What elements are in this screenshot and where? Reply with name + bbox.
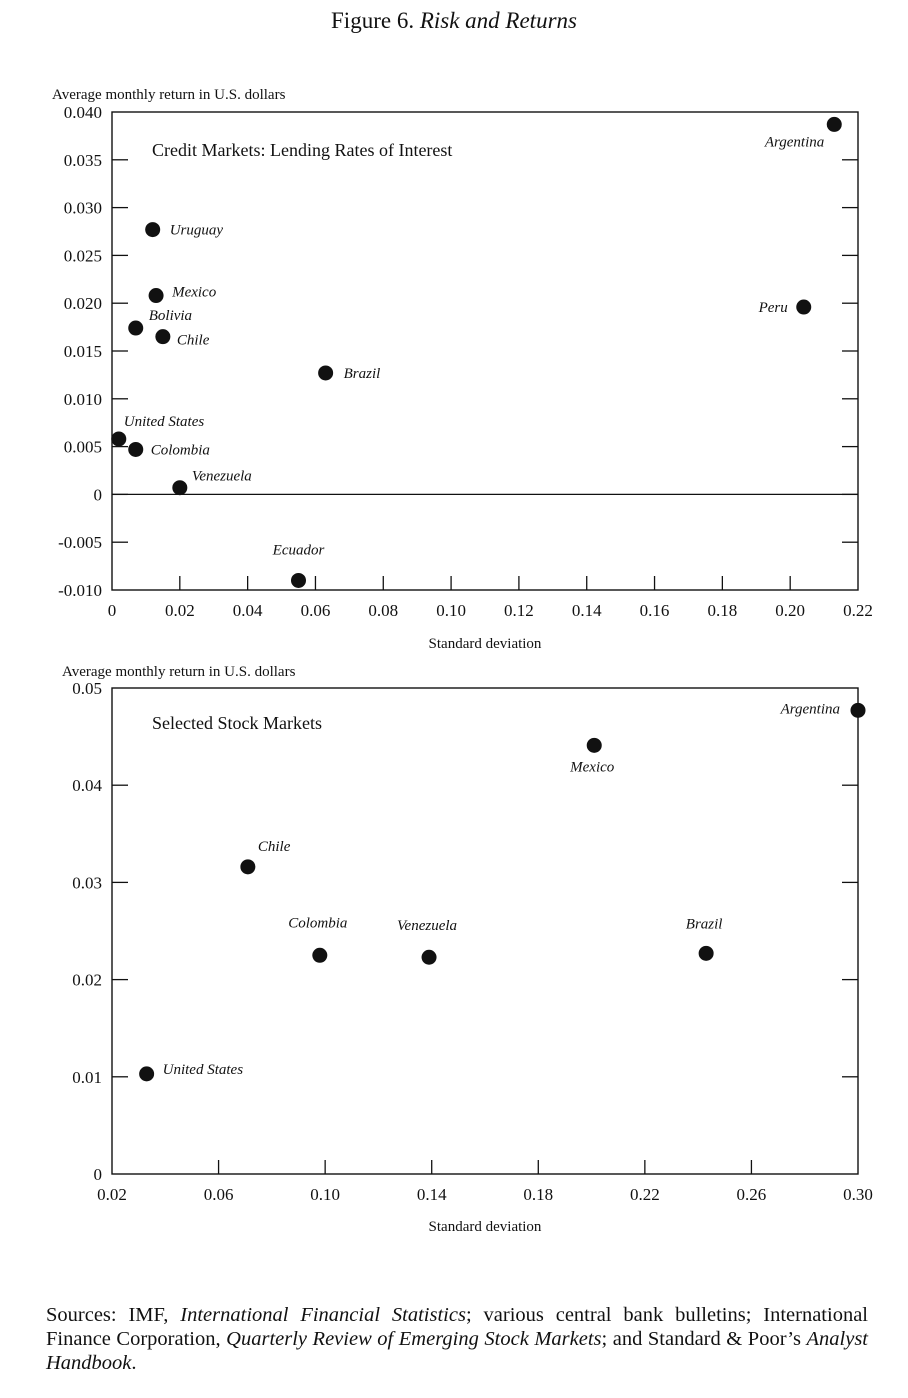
source-analyst-handbook: Analyst Handbook xyxy=(46,1328,868,1374)
point-label: United States xyxy=(163,1062,244,1078)
y-tick-label: 0.020 xyxy=(64,294,102,313)
x-tick-label: 0.22 xyxy=(843,601,873,620)
data-point xyxy=(139,1066,155,1082)
data-point xyxy=(318,365,334,381)
point-label: Brazil xyxy=(686,916,723,932)
x-tick-label: 0.16 xyxy=(640,601,670,620)
y-tick-label: 0.05 xyxy=(72,679,102,698)
y-tick-label: 0.04 xyxy=(72,776,102,795)
x-tick-label: 0.10 xyxy=(310,1185,340,1204)
point-label: Colombia xyxy=(151,442,210,458)
point-label: Chile xyxy=(177,333,210,349)
figure-title: Figure 6. Risk and Returns xyxy=(0,8,908,34)
point-label: Uruguay xyxy=(170,223,224,239)
data-point xyxy=(111,431,127,447)
data-point xyxy=(128,320,144,336)
data-point xyxy=(586,737,602,753)
point-label: Colombia xyxy=(288,915,347,931)
x-tick-label: 0.22 xyxy=(630,1185,660,1204)
stock-markets-chart: Average monthly return in U.S. dollars Se… xyxy=(62,664,873,1235)
x-axis-label: Standard deviation xyxy=(429,636,542,652)
point-label: Venezuela xyxy=(192,469,252,485)
point-label: United States xyxy=(124,414,205,430)
plot-frame xyxy=(111,111,859,591)
x-tick-label: 0 xyxy=(108,601,117,620)
y-tick-label: 0.03 xyxy=(72,873,102,892)
point-label: Bolivia xyxy=(149,308,192,324)
source-ifs: International Financial Statistics xyxy=(180,1304,466,1326)
y-tick-label: 0.010 xyxy=(64,390,102,409)
data-point xyxy=(128,441,144,457)
x-tick-label: 0.18 xyxy=(707,601,737,620)
figure-number: Figure 6. xyxy=(331,8,415,33)
data-point xyxy=(850,702,866,718)
y-tick-label: 0 xyxy=(94,485,103,504)
panel-title: Selected Stock Markets xyxy=(152,713,322,733)
x-tick-label: 0.06 xyxy=(301,601,331,620)
y-axis-label: Average monthly return in U.S. dollars xyxy=(62,664,296,680)
data-point xyxy=(240,859,256,875)
x-axis-label: Standard deviation xyxy=(429,1219,542,1235)
x-tick-label: 0.04 xyxy=(233,601,263,620)
data-point xyxy=(312,947,328,963)
point-label: Chile xyxy=(258,839,291,855)
source-quarterly-review: Quarterly Review of Emerging Stock Marke… xyxy=(226,1328,602,1350)
x-tick-label: 0.14 xyxy=(572,601,602,620)
y-tick-label: 0.025 xyxy=(64,246,102,265)
y-tick-label: 0 xyxy=(94,1165,103,1184)
x-tick-label: 0.08 xyxy=(368,601,398,620)
point-label: Argentina xyxy=(780,701,840,717)
y-tick-label: -0.005 xyxy=(58,533,102,552)
y-tick-label: 0.035 xyxy=(64,151,102,170)
y-tick-label: 0.030 xyxy=(64,199,102,218)
data-point xyxy=(148,288,164,304)
x-tick-label: 0.30 xyxy=(843,1185,873,1204)
data-point xyxy=(796,299,812,315)
data-point xyxy=(291,572,306,588)
point-label: Argentina xyxy=(764,134,824,150)
y-tick-label: 0.015 xyxy=(64,342,102,361)
point-label: Mexico xyxy=(569,759,615,775)
x-tick-label: 0.10 xyxy=(436,601,466,620)
x-tick-label: 0.26 xyxy=(737,1185,767,1204)
y-tick-label: 0.040 xyxy=(64,103,102,122)
data-point xyxy=(172,480,188,496)
sources-note: Sources: IMF, International Financial St… xyxy=(46,1304,868,1374)
credit-markets-chart: Average monthly return in U.S. dollars Cr… xyxy=(52,87,873,652)
y-tick-label: 0.01 xyxy=(72,1068,102,1087)
point-label: Venezuela xyxy=(397,918,457,934)
data-point xyxy=(826,116,842,132)
x-tick-label: 0.18 xyxy=(523,1185,553,1204)
point-label: Peru xyxy=(758,300,788,316)
y-tick-label: -0.010 xyxy=(58,581,102,600)
panel-title: Credit Markets: Lending Rates of Interes… xyxy=(152,140,452,160)
data-point xyxy=(421,949,437,965)
point-label: Mexico xyxy=(171,285,217,301)
data-point xyxy=(698,945,714,961)
data-point xyxy=(155,329,171,345)
x-tick-label: 0.20 xyxy=(775,601,805,620)
y-tick-label: 0.02 xyxy=(72,971,102,990)
x-tick-label: 0.02 xyxy=(165,601,195,620)
plot-frame xyxy=(111,687,859,1175)
x-tick-label: 0.14 xyxy=(417,1185,447,1204)
x-tick-label: 0.06 xyxy=(204,1185,234,1204)
y-axis-label: Average monthly return in U.S. dollars xyxy=(52,87,286,103)
data-point xyxy=(145,222,161,238)
point-label: Ecuador xyxy=(272,542,325,558)
point-label: Brazil xyxy=(344,366,381,382)
y-tick-label: 0.005 xyxy=(64,438,102,457)
figure-title-text: Risk and Returns xyxy=(419,8,577,33)
x-tick-label: 0.02 xyxy=(97,1185,127,1204)
x-tick-label: 0.12 xyxy=(504,601,534,620)
